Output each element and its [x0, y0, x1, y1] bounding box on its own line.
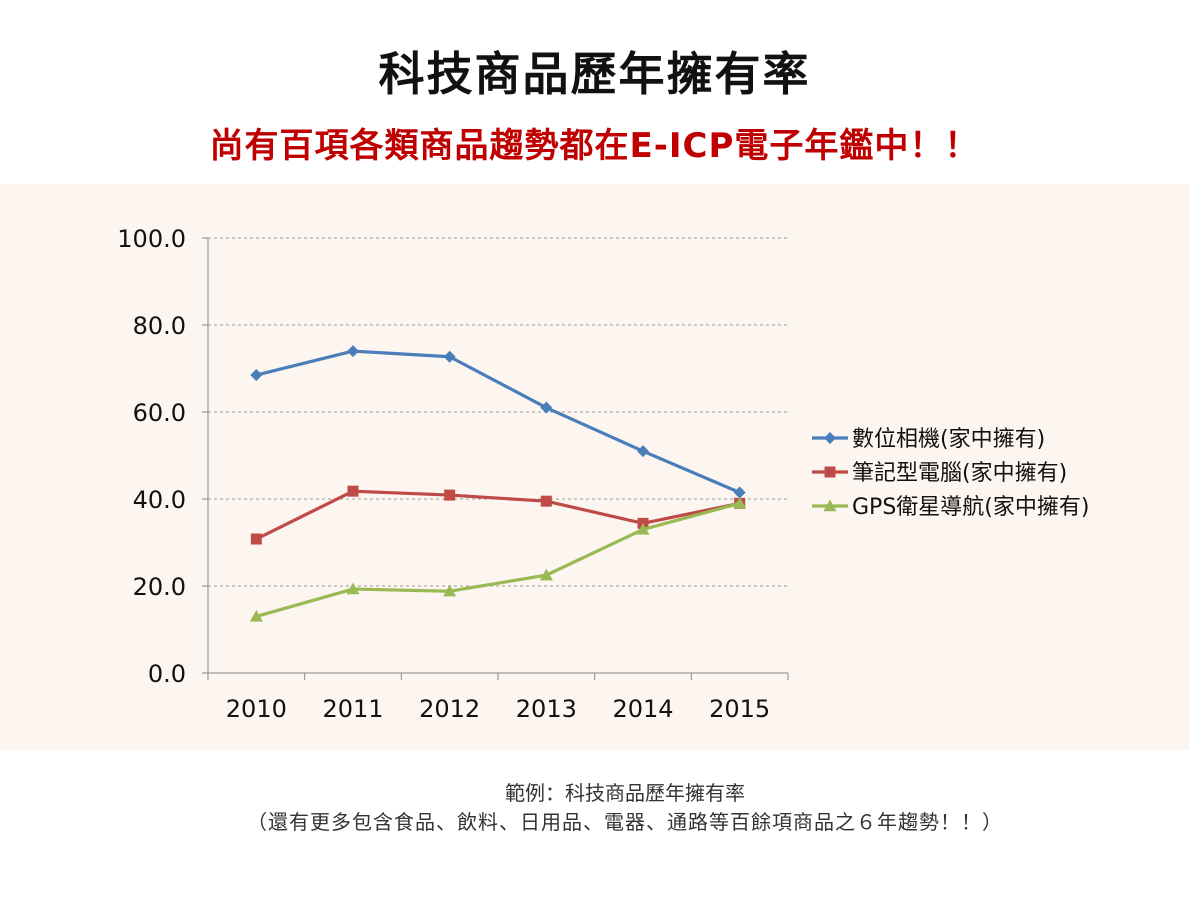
data-point-2: [540, 495, 552, 507]
x-tick-label: 2015: [709, 695, 770, 723]
page-subtitle: 尚有百項各類商品趨勢都在E-ICP電子年鑑中！！: [209, 126, 980, 166]
page-title: 科技商品歷年擁有率: [378, 47, 811, 101]
legend-swatch-marker: [823, 499, 837, 512]
x-tick-label: 2011: [322, 695, 383, 723]
x-tick-label: 2014: [612, 695, 673, 723]
data-point-3: [539, 568, 553, 581]
series-line-2: [255, 489, 740, 541]
x-tick-label: 2013: [516, 695, 577, 723]
data-point-3: [249, 609, 263, 622]
data-point-1: [733, 486, 746, 499]
data-point-3: [443, 584, 457, 597]
data-point-3: [346, 582, 360, 595]
y-tick-label: 60.0: [133, 399, 186, 427]
data-point-2: [444, 489, 456, 501]
x-tick-label: 2012: [419, 695, 480, 723]
legend-label: 數位相機(家中擁有): [852, 427, 1045, 452]
series-line-3: [255, 501, 741, 618]
chart-panel: 0.0 20.0 40.0 60.0 80.0 100.0 2010 2011 2012 2013…: [0, 184, 1189, 750]
y-tick-label: 40.0: [133, 486, 186, 514]
line-chart: 0.0 20.0 40.0 60.0 80.0 100.0 2010 2011 2012 2013…: [117, 225, 1089, 723]
data-point-2: [250, 533, 262, 545]
data-point-2: [347, 485, 359, 497]
data-point-1: [250, 369, 263, 382]
data-point-1: [540, 401, 553, 414]
y-tick-label: 100.0: [117, 225, 186, 253]
caption-line-2: （還有更多包含食品、飲料、日用品、電器、通路等百餘項商品之６年趨勢！！）: [247, 810, 1003, 834]
data-point-3: [733, 496, 747, 509]
data-point-1: [347, 345, 359, 358]
legend-swatch-marker: [824, 432, 836, 444]
legend-label: GPS衛星導航(家中擁有): [852, 495, 1089, 520]
y-tick-label: 80.0: [133, 312, 186, 340]
legend-swatch-marker: [824, 466, 836, 478]
series-line-1: [255, 349, 741, 494]
y-tick-label: 20.0: [133, 573, 186, 601]
legend-label: 筆記型電腦(家中擁有): [852, 461, 1067, 486]
y-tick-label: 0.0: [148, 660, 186, 688]
data-point-1: [637, 445, 649, 458]
x-tick-label: 2010: [226, 695, 287, 723]
data-point-1: [443, 350, 456, 363]
caption-line-1: 範例：科技商品歷年擁有率: [505, 781, 745, 805]
data-point-3: [636, 522, 650, 535]
